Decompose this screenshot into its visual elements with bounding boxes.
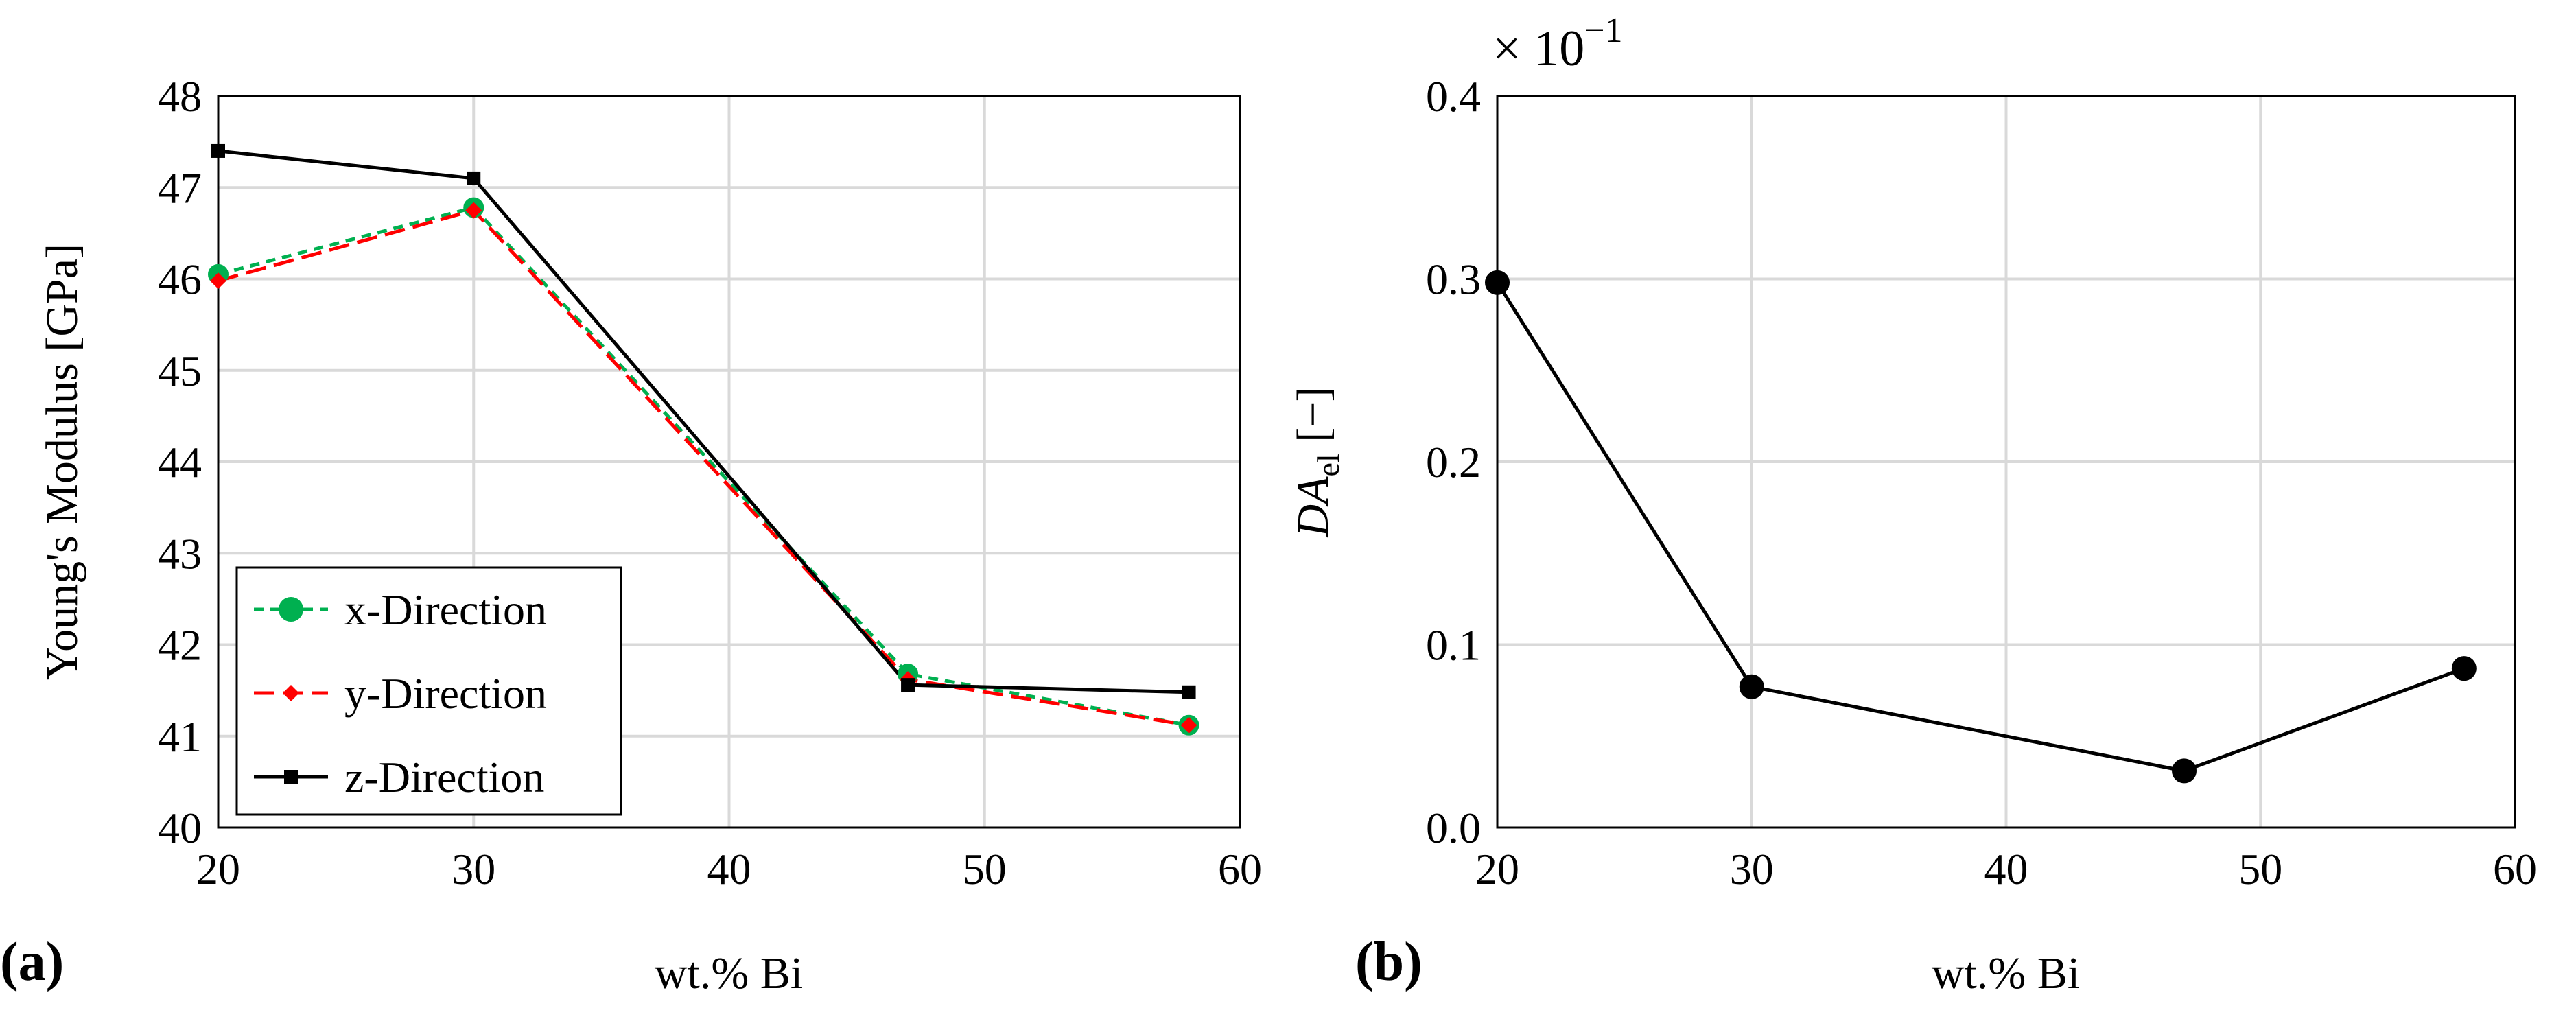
chart-b-y-axis-label: DAel [−] xyxy=(1288,387,1346,538)
y-label-unit: [−] xyxy=(1288,387,1338,454)
chart-a-y-axis-label: Young's Modulus [GPa] xyxy=(37,244,87,680)
legend-marker xyxy=(279,597,303,622)
chart-a-series-lines xyxy=(218,149,1189,727)
chart-b-series-lines xyxy=(1495,281,2465,773)
y-tick-label: 0.3 xyxy=(1426,255,1481,304)
data-point-y-direction xyxy=(1180,716,1197,734)
chart-b-x-axis-label: wt.% Bi xyxy=(1932,948,2080,998)
x-tick-label: 50 xyxy=(2238,845,2282,893)
data-point-da-el xyxy=(1485,270,1510,295)
series-line-y-direction xyxy=(218,209,1189,727)
y-tick-label: 41 xyxy=(158,712,202,761)
x-tick-label: 60 xyxy=(1218,845,1262,893)
legend-label: y-Direction xyxy=(344,669,547,718)
legend-item: y-Direction xyxy=(254,669,547,718)
data-point-y-direction xyxy=(465,202,482,219)
chart-b-markers xyxy=(1485,270,2477,784)
y-tick-label: 0.0 xyxy=(1426,804,1481,852)
chart-a-x-tick-labels: 20 30 40 50 60 xyxy=(196,845,1262,893)
y-label-subscript: el xyxy=(1311,454,1346,476)
legend-label: x-Direction xyxy=(344,585,547,634)
data-point-da-el xyxy=(2451,656,2477,681)
legend-marker xyxy=(283,685,299,701)
chart-b: 20 30 40 50 60 0.0 0.1 0.2 0.3 0.4 wt.% Bi DAel … xyxy=(1288,11,2537,998)
multiplier-exponent: −1 xyxy=(1584,11,1622,50)
data-point-da-el xyxy=(1739,674,1764,699)
y-tick-label: 40 xyxy=(158,804,202,852)
y-tick-label: 42 xyxy=(158,621,202,670)
x-tick-label: 30 xyxy=(1730,845,1774,893)
x-tick-label: 60 xyxy=(2493,845,2537,893)
y-tick-label: 0.1 xyxy=(1426,621,1481,670)
chart-a: 20 30 40 50 60 40 41 42 43 44 45 46 47 48 wt.% Bi Yo… xyxy=(0,72,1262,998)
series-line-z-direction xyxy=(218,149,1189,694)
series-line-x-direction xyxy=(218,206,1189,727)
y-tick-label: 0.2 xyxy=(1426,438,1481,487)
y-tick-label: 0.4 xyxy=(1426,72,1481,121)
chart-a-markers xyxy=(208,143,1199,736)
data-point-z-direction xyxy=(211,143,225,158)
data-point-z-direction xyxy=(1182,685,1196,699)
legend-marker xyxy=(284,770,298,784)
chart-b-x-tick-labels: 20 30 40 50 60 xyxy=(1475,845,2537,893)
chart-b-multiplier: × 10−1 xyxy=(1492,11,1623,77)
data-point-da-el xyxy=(2172,758,2197,784)
legend-item: z-Direction xyxy=(254,753,544,801)
y-label-main: DA xyxy=(1288,476,1338,538)
x-tick-label: 50 xyxy=(963,845,1007,893)
legend-label: z-Direction xyxy=(344,753,544,801)
x-tick-label: 20 xyxy=(1475,845,1519,893)
chart-b-plot-frame xyxy=(1496,95,2516,829)
multiplier-base: × 10 xyxy=(1492,21,1584,77)
chart-a-legend: x-Direction y-Direction z-Direction xyxy=(235,566,622,816)
chart-a-panel-label: (a) xyxy=(0,932,64,992)
chart-a-y-tick-labels: 40 41 42 43 44 45 46 47 48 xyxy=(158,72,202,852)
svg-text:DAel [−]: DAel [−] xyxy=(1288,387,1346,538)
chart-a-x-axis-label: wt.% Bi xyxy=(655,948,803,998)
legend-item: x-Direction xyxy=(254,585,547,634)
x-tick-label: 40 xyxy=(1984,845,2028,893)
chart-b-panel-label: (b) xyxy=(1355,932,1422,992)
x-tick-label: 30 xyxy=(452,845,495,893)
x-tick-label: 40 xyxy=(707,845,751,893)
data-point-z-direction xyxy=(467,171,481,185)
data-point-z-direction xyxy=(901,678,915,692)
chart-a-plot-frame xyxy=(217,95,1241,829)
y-tick-label: 47 xyxy=(158,163,202,212)
chart-b-y-tick-labels: 0.0 0.1 0.2 0.3 0.4 xyxy=(1426,72,1481,852)
data-point-y-direction xyxy=(210,272,226,290)
y-tick-label: 48 xyxy=(158,72,202,121)
y-tick-label: 45 xyxy=(158,347,202,395)
x-tick-label: 20 xyxy=(196,845,240,893)
series-line-da-el xyxy=(1495,281,2465,773)
chart-b-gridlines xyxy=(1497,96,2515,828)
y-tick-label: 44 xyxy=(158,438,202,487)
y-tick-label: 43 xyxy=(158,529,202,578)
y-tick-label: 46 xyxy=(158,255,202,304)
